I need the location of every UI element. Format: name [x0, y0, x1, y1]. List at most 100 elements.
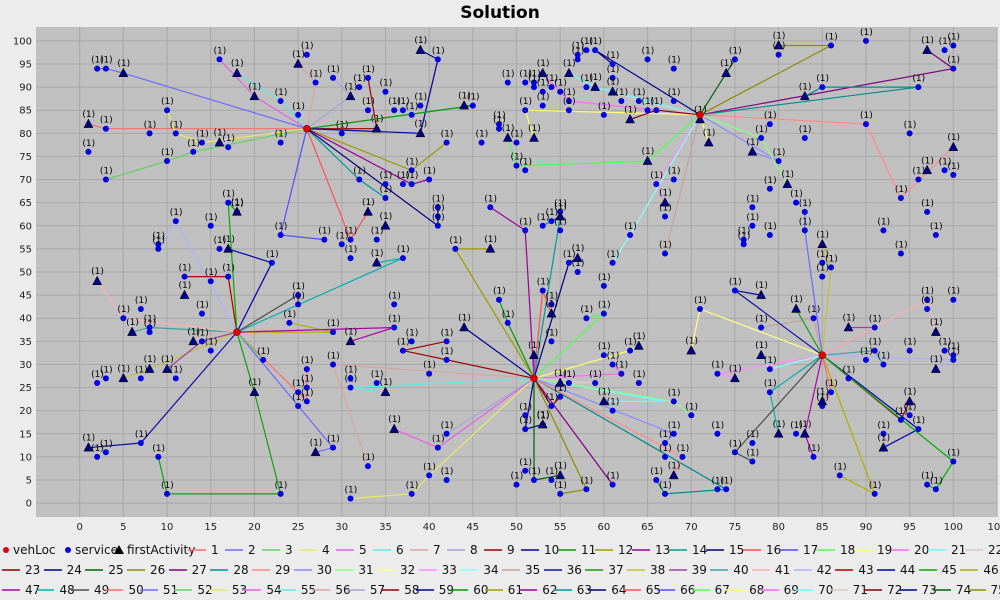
legend-item: 27: [167, 560, 207, 578]
service-label: (1): [764, 176, 777, 186]
service-point: [950, 356, 957, 363]
service-label: (1): [511, 472, 524, 482]
legend-item: 1: [186, 540, 219, 558]
service-label: (1): [729, 439, 742, 449]
service-point: [277, 490, 284, 497]
legend-swatch: [595, 548, 613, 551]
legend-item: 43: [833, 560, 874, 578]
legend-item: 4: [297, 540, 330, 558]
service-point: [426, 176, 433, 183]
service-point: [932, 486, 939, 493]
first-activity-point: [817, 238, 828, 249]
legend-label: 34: [483, 562, 499, 577]
service-point: [557, 490, 564, 497]
legend-item: 55: [276, 580, 316, 598]
service-point: [303, 366, 310, 373]
first-activity-label: (1): [248, 378, 261, 388]
service-point: [801, 208, 808, 215]
legend-item: 6: [371, 540, 404, 558]
service-label: (1): [275, 222, 288, 232]
service-label: (1): [860, 111, 873, 121]
first-activity-point: [485, 243, 496, 253]
legend-swatch: [484, 588, 503, 591]
legend-label: 17: [803, 542, 819, 557]
service-label: (1): [100, 56, 113, 66]
legend-label: 20: [914, 542, 930, 557]
legend-item: 22: [963, 540, 1000, 558]
service-label: (1): [895, 185, 908, 195]
service-point: [941, 47, 948, 54]
first-activity-label: (1): [371, 249, 384, 259]
legend-label: 13: [655, 542, 671, 557]
service-label: (1): [423, 361, 436, 371]
legend-swatch: [418, 568, 437, 571]
service-label: (1): [624, 338, 637, 348]
service-label: (1): [642, 46, 655, 56]
service-point: [662, 213, 669, 220]
service-point: [950, 458, 957, 465]
service-point: [749, 440, 756, 447]
service-label: (1): [152, 236, 165, 246]
service-label: (1): [650, 467, 663, 477]
service-label: (1): [580, 37, 593, 47]
service-label: (1): [580, 476, 593, 486]
service-label: (1): [746, 430, 759, 440]
first-activity-label: (1): [746, 138, 759, 148]
service-point: [417, 102, 424, 109]
legend-swatch: [502, 568, 520, 571]
service-point: [924, 296, 931, 303]
legend-item: 48: [34, 580, 75, 598]
service-point: [94, 379, 101, 386]
legend-item: 41: [750, 560, 790, 578]
first-activity-point: [529, 132, 539, 142]
service-point: [347, 495, 354, 502]
legend-label: 46: [983, 562, 999, 577]
legend-item: 33: [417, 560, 457, 578]
legend-item: 71: [828, 580, 868, 598]
service-point: [548, 403, 555, 410]
service-point: [120, 315, 127, 322]
service-point: [915, 426, 922, 433]
first-activity-label: (1): [379, 212, 392, 222]
x-tick-label: 90: [860, 522, 873, 533]
service-label: (1): [336, 120, 349, 130]
service-point: [443, 139, 450, 146]
service-label: (1): [388, 97, 401, 107]
service-point: [749, 458, 756, 465]
first-activity-label: (1): [659, 189, 672, 199]
service-point: [924, 208, 931, 215]
service-label: (1): [82, 139, 95, 149]
legend-label: 66: [680, 582, 696, 597]
service-point: [434, 444, 441, 451]
service-point: [522, 412, 529, 419]
service-point: [356, 84, 363, 91]
service-point: [679, 453, 686, 460]
legend-swatch: [898, 588, 917, 591]
service-point: [155, 453, 162, 460]
service-label: (1): [912, 167, 925, 177]
service-point: [504, 319, 511, 326]
first-activity-label: (1): [773, 420, 786, 430]
service-point: [950, 352, 957, 359]
legend-swatch: [521, 548, 539, 551]
first-activity-label: (1): [414, 36, 427, 46]
y-tick-label: 75: [19, 152, 32, 163]
service-point: [653, 107, 660, 114]
legend-label: 22: [988, 542, 1000, 557]
service-label: (1): [572, 46, 585, 56]
legend-label: 48: [59, 582, 75, 597]
legend-swatch: [933, 588, 952, 591]
service-label: (1): [921, 296, 934, 306]
legend-swatch: [2, 568, 20, 571]
legend-label: 27: [191, 562, 207, 577]
service-label: (1): [947, 32, 960, 42]
service-point: [592, 47, 599, 54]
legend-label: 53: [231, 582, 248, 597]
legend-label: 2: [248, 542, 256, 557]
service-label: (1): [336, 231, 349, 241]
legend-swatch: [829, 588, 848, 591]
service-point: [653, 477, 660, 484]
service-label: (1): [222, 264, 235, 274]
legend-item: 35: [500, 560, 540, 578]
legend-label: 35: [525, 562, 541, 577]
